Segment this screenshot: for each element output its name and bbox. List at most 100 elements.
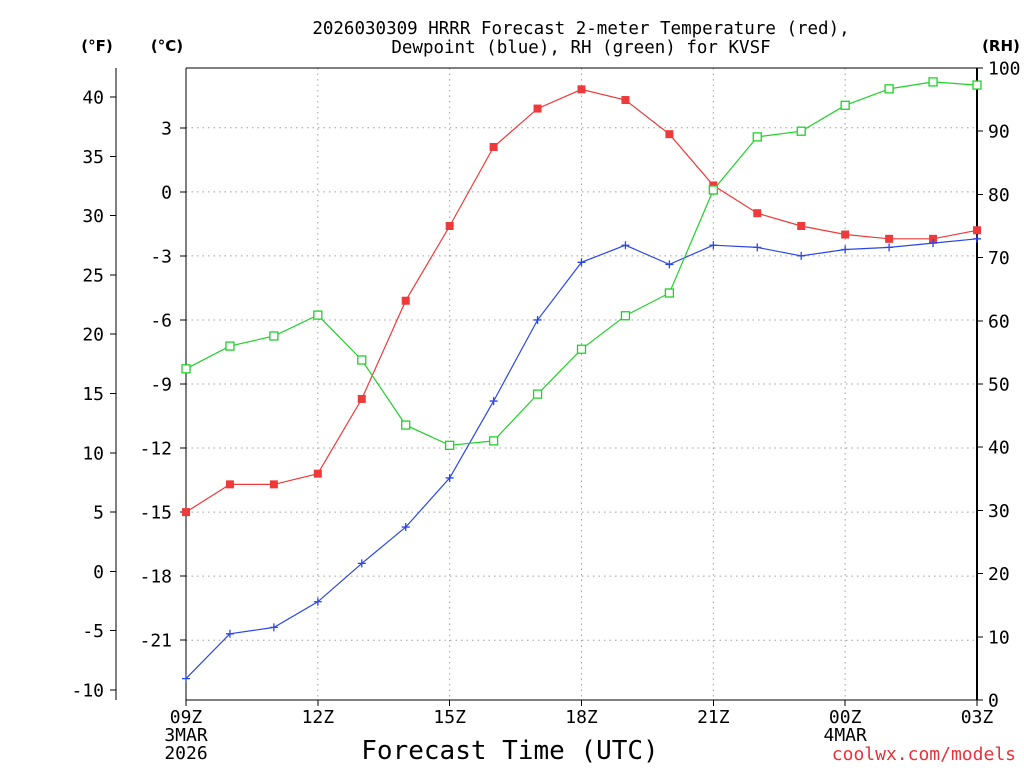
rh-series-point bbox=[269, 331, 279, 341]
rh-series-point bbox=[752, 132, 762, 142]
rh-series-point bbox=[972, 80, 982, 90]
rh-series-point bbox=[445, 440, 455, 450]
y-axis-fahrenheit-tick-label: 10 bbox=[82, 443, 104, 464]
dewpoint-series-point bbox=[841, 245, 850, 254]
temperature-series-point bbox=[753, 209, 762, 218]
y-axis-rh-tick-label: 40 bbox=[988, 438, 1010, 459]
dewpoint-series-point bbox=[885, 243, 894, 252]
watermark-text: coolwx.com/models bbox=[832, 744, 1016, 765]
y-axis-rh-tick-label: 10 bbox=[988, 627, 1010, 648]
x-axis-date-label: 3MAR bbox=[164, 725, 208, 746]
y-axis-fahrenheit-tick-label: -5 bbox=[82, 621, 104, 642]
dewpoint-series-point bbox=[401, 523, 410, 532]
temperature-series-point bbox=[621, 96, 630, 105]
y-axis-fahrenheit-tick-label: 0 bbox=[93, 562, 104, 583]
y-axis-celsius-tick-label: 0 bbox=[161, 182, 172, 203]
dewpoint-series-point bbox=[182, 674, 190, 683]
dewpoint-series-point bbox=[269, 623, 278, 632]
temperature-series-point bbox=[445, 222, 454, 230]
temperature-series-point bbox=[885, 234, 894, 243]
temperature-series-point bbox=[577, 85, 586, 94]
chart-title-line-2: Dewpoint (blue), RH (green) for KVSF bbox=[391, 38, 770, 58]
y-axis-celsius-tick-label: -3 bbox=[150, 246, 172, 267]
rh-series-point bbox=[532, 389, 543, 399]
dewpoint-series-point bbox=[489, 397, 498, 406]
x-axis-title: Forecast Time (UTC) bbox=[361, 736, 658, 766]
y-axis-celsius: 3 0 -3 -6 -9 -12 -15 -18 -21 bbox=[139, 118, 186, 652]
x-axis-tick-label: 12Z bbox=[302, 707, 335, 728]
y-axis-fahrenheit-tick-label: -10 bbox=[71, 681, 104, 702]
rh-series-point bbox=[620, 311, 631, 321]
temperature-series-point bbox=[797, 222, 806, 230]
x-axis-tick-label: 21Z bbox=[697, 707, 730, 728]
series-layer bbox=[181, 77, 982, 683]
dewpoint-series-point bbox=[225, 629, 234, 638]
dewpoint-series-point bbox=[621, 241, 630, 250]
y-axis-fahrenheit-tick-label: 25 bbox=[82, 265, 104, 286]
y-axis-rh: 0 10 20 30 40 50 60 70 80 90 100 bbox=[977, 59, 1021, 712]
dewpoint-series-point bbox=[577, 258, 586, 267]
x-axis-tick-label: 18Z bbox=[565, 707, 598, 728]
temperature-series-point bbox=[973, 226, 981, 235]
rh-series-point bbox=[708, 185, 718, 195]
y-axis-rh-tick-label: 20 bbox=[988, 564, 1010, 585]
y-axis-rh-tick-label: 90 bbox=[988, 122, 1010, 143]
temperature-series-point bbox=[269, 480, 278, 489]
y-axis-fahrenheit-tick-label: 20 bbox=[82, 325, 104, 346]
y-axis-celsius-unit-label: (°C) bbox=[151, 37, 183, 55]
y-axis-rh-tick-label: 0 bbox=[988, 691, 999, 712]
y-axis-rh-tick-label: 100 bbox=[988, 59, 1021, 80]
x-axis-date-label: 2026 bbox=[164, 743, 207, 764]
rh-series-point bbox=[576, 344, 587, 354]
temperature-series-point bbox=[533, 104, 542, 113]
y-axis-celsius-tick-label: -21 bbox=[139, 631, 172, 652]
dewpoint-series-point bbox=[973, 234, 981, 243]
temperature-series-point bbox=[929, 234, 938, 243]
chart-title-line-1: 2026030309 HRRR Forecast 2-meter Tempera… bbox=[312, 19, 849, 39]
temperature-series-point bbox=[357, 394, 366, 403]
temperature-series-point bbox=[665, 130, 674, 139]
rh-series-point bbox=[181, 364, 191, 374]
temperature-series bbox=[182, 85, 981, 517]
rh-series-point bbox=[796, 126, 806, 136]
temperature-series-point bbox=[313, 469, 322, 478]
rh-series-point bbox=[664, 288, 675, 298]
y-axis-celsius-tick-label: -15 bbox=[139, 503, 172, 524]
y-axis-rh-tick-label: 50 bbox=[988, 375, 1010, 396]
y-axis-rh-unit-label: (RH) bbox=[982, 37, 1020, 55]
y-axis-rh-tick-label: 30 bbox=[988, 501, 1010, 522]
rh-series-point bbox=[313, 310, 323, 320]
x-axis-tick-label: 03Z bbox=[961, 707, 994, 728]
rh-series-point bbox=[401, 420, 411, 430]
y-axis-rh-tick-label: 80 bbox=[988, 185, 1010, 206]
rh-series-point bbox=[357, 355, 367, 365]
temperature-series-point bbox=[182, 508, 190, 517]
x-axis-tick-label: 09Z bbox=[170, 707, 203, 728]
dewpoint-series-point bbox=[753, 243, 762, 252]
dewpoint-series-point bbox=[533, 315, 542, 324]
x-axis-date-label: 4MAR bbox=[823, 725, 867, 746]
temperature-series-point bbox=[841, 230, 850, 239]
y-axis-celsius-tick-label: -18 bbox=[139, 567, 172, 588]
dewpoint-series-point bbox=[665, 260, 674, 269]
y-axis-celsius-tick-label: -6 bbox=[150, 310, 172, 331]
dewpoint-series-point bbox=[357, 559, 366, 568]
y-axis-fahrenheit-tick-label: 40 bbox=[82, 87, 104, 108]
dewpoint-series-point bbox=[929, 239, 938, 248]
temperature-series-point bbox=[401, 296, 410, 305]
y-axis-fahrenheit-tick-label: 15 bbox=[82, 384, 104, 405]
y-axis-fahrenheit: 40 35 30 25 20 15 10 5 0 -5 -10 bbox=[71, 87, 116, 702]
dewpoint-series-point bbox=[445, 473, 454, 482]
dewpoint-series-point bbox=[797, 251, 806, 260]
temperature-series-point bbox=[225, 480, 234, 489]
rh-series bbox=[181, 77, 982, 450]
x-axis-tick-label: 00Z bbox=[829, 707, 862, 728]
y-axis-celsius-tick-label: 3 bbox=[161, 118, 172, 139]
rh-series-point bbox=[840, 100, 850, 110]
x-axis-tick-label: 15Z bbox=[433, 707, 466, 728]
y-axis-fahrenheit-tick-label: 5 bbox=[93, 503, 104, 524]
rh-series-point bbox=[884, 84, 894, 94]
dewpoint-series-point bbox=[709, 241, 718, 250]
